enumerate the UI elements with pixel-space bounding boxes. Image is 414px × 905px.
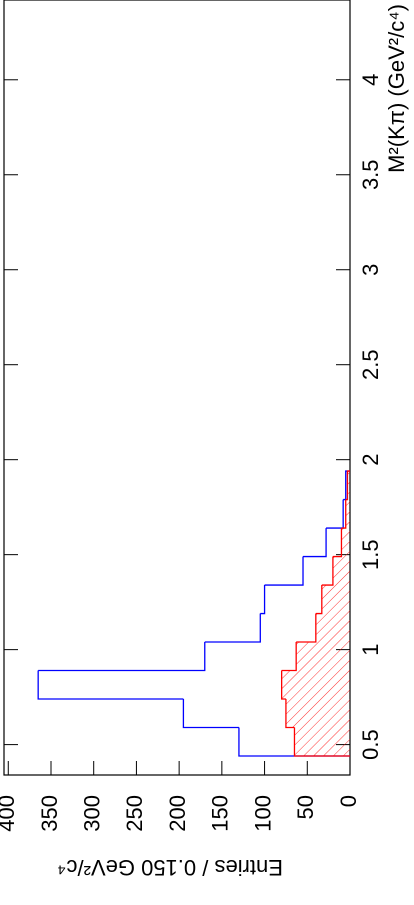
x-tick-label: 4 — [358, 74, 383, 86]
x-tick-label: 3 — [358, 264, 383, 276]
hatched-bin — [294, 727, 350, 757]
y-tick-label: 50 — [293, 795, 318, 819]
histogram-bin — [281, 670, 286, 700]
histogram-bin — [341, 499, 347, 529]
histogram-bin — [204, 613, 261, 643]
x-tick-label: 1.5 — [358, 539, 383, 570]
histogram-bin — [326, 499, 344, 529]
histogram-bin — [260, 585, 266, 615]
y-tick-label: 300 — [80, 795, 105, 832]
x-tick-label: 1 — [358, 644, 383, 656]
hatched-bin — [285, 699, 350, 728]
y-tick-label: 0 — [336, 795, 361, 807]
hatched-bin — [281, 670, 350, 700]
histogram-bin — [281, 642, 297, 672]
plot-frame — [3, 0, 351, 776]
histogram-bin — [182, 699, 239, 729]
histogram-bin — [37, 670, 184, 700]
y-axis-title: Entries / 0.150 GeV²/c⁴ — [57, 855, 283, 880]
hatched-bin — [347, 471, 350, 500]
hatched-bin — [315, 613, 350, 643]
hatched-bin — [332, 556, 350, 586]
histogram-bin — [315, 585, 323, 615]
y-tick-label: 250 — [122, 795, 147, 832]
histogram-bin — [38, 642, 206, 672]
y-tick-label: 350 — [37, 795, 62, 832]
hatched-bin — [345, 499, 350, 529]
histogram-bin — [332, 528, 343, 558]
x-tick-label: 2.5 — [358, 349, 383, 380]
histogram-bin — [345, 470, 350, 501]
histogram-bin — [293, 727, 350, 757]
histogram-bin — [321, 556, 334, 586]
histogram-bin — [264, 556, 304, 586]
x-tick-label: 3.5 — [358, 159, 383, 190]
histogram-bin — [303, 528, 327, 558]
y-tick-label: 400 — [0, 795, 19, 832]
histogram-bin — [285, 699, 295, 729]
hatched-bin — [296, 642, 350, 671]
y-tick-label: 200 — [165, 795, 190, 832]
hatched-bin — [341, 528, 350, 557]
x-axis-title: M²(Kπ) (GeV²/c⁴) — [384, 4, 409, 173]
histogram-bin — [296, 613, 317, 643]
y-tick-label: 100 — [250, 795, 275, 832]
x-tick-label: 0.5 — [358, 729, 383, 760]
x-tick-label: 2 — [358, 454, 383, 466]
y-tick-label: 150 — [208, 795, 233, 832]
hatched-bin — [321, 585, 350, 614]
